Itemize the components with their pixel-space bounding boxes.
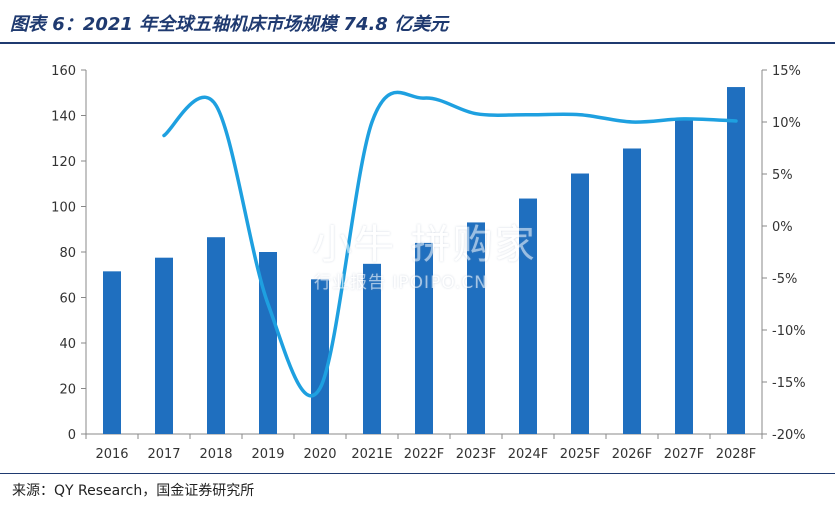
y-right-tick-label: -5% <box>772 272 797 287</box>
y-right-tick-label: 10% <box>772 116 801 131</box>
source-divider <box>0 473 835 474</box>
title-divider <box>0 42 835 44</box>
title-bar: 图表 6：2021 年全球五轴机床市场规模 74.8 亿美元 <box>0 0 835 46</box>
x-tick-label: 2025F <box>560 447 601 462</box>
x-tick-label: 2016 <box>95 447 128 462</box>
x-tick-label: 2028F <box>716 447 757 462</box>
watermark-main: 小牛 拼购家 <box>312 222 537 268</box>
y-right-tick-label: -10% <box>772 324 806 339</box>
x-tick-label: 2017 <box>147 447 180 462</box>
bar-2019 <box>259 252 277 434</box>
x-tick-label: 2020 <box>303 447 336 462</box>
y-left-tick-label: 0 <box>68 428 76 443</box>
y-right-tick-label: 0% <box>772 220 793 235</box>
y-left-tick-label: 80 <box>59 246 76 261</box>
chart-title: 图表 6：2021 年全球五轴机床市场规模 74.8 亿美元 <box>10 14 449 35</box>
bar-2016 <box>103 271 121 434</box>
x-tick-label: 2021E <box>351 447 392 462</box>
bar-2024F <box>519 198 537 434</box>
bar-2021E <box>363 263 381 434</box>
y-right-tick-label: 15% <box>772 64 801 79</box>
bar-2027F <box>675 118 693 434</box>
bar-2020 <box>311 279 329 434</box>
watermark-sub: 行业报告 IPOIPO.CN <box>314 273 488 293</box>
y-right-tick-label: -20% <box>772 428 806 443</box>
y-left-tick-label: 60 <box>59 292 76 307</box>
growth-rate-line <box>162 90 738 398</box>
x-tick-label: 2024F <box>508 447 549 462</box>
x-tick-label: 2018 <box>199 447 232 462</box>
x-tick-label: 2026F <box>612 447 653 462</box>
x-tick-label: 2027F <box>664 447 705 462</box>
x-tick-label: 2019 <box>251 447 284 462</box>
y-left-tick-label: 120 <box>51 155 76 170</box>
y-right-tick-label: -15% <box>772 376 806 391</box>
y-left-tick-label: 140 <box>51 110 76 125</box>
bar-2022F <box>415 242 433 434</box>
chart-area: 0 20 40 60 80 100 120 140 160 -20% -15% -10% -5% 0% 5%… <box>51 64 806 462</box>
bar-2018 <box>207 237 225 434</box>
y-left-tick-label: 20 <box>59 383 76 398</box>
bar-2028F <box>727 87 745 434</box>
y-right-tick-label: 5% <box>772 168 793 183</box>
bar-2017 <box>155 257 173 434</box>
x-tick-label: 2022F <box>404 447 445 462</box>
bar-2023F <box>467 222 485 434</box>
x-tick-label: 2023F <box>456 447 497 462</box>
bar-2025F <box>571 173 589 434</box>
y-left-tick-label: 160 <box>51 64 76 79</box>
bar-2026F <box>623 148 641 435</box>
y-left-tick-label: 100 <box>51 201 76 216</box>
source-note: 来源：QY Research，国金证券研究所 <box>12 483 255 499</box>
y-left-tick-label: 40 <box>59 337 76 352</box>
